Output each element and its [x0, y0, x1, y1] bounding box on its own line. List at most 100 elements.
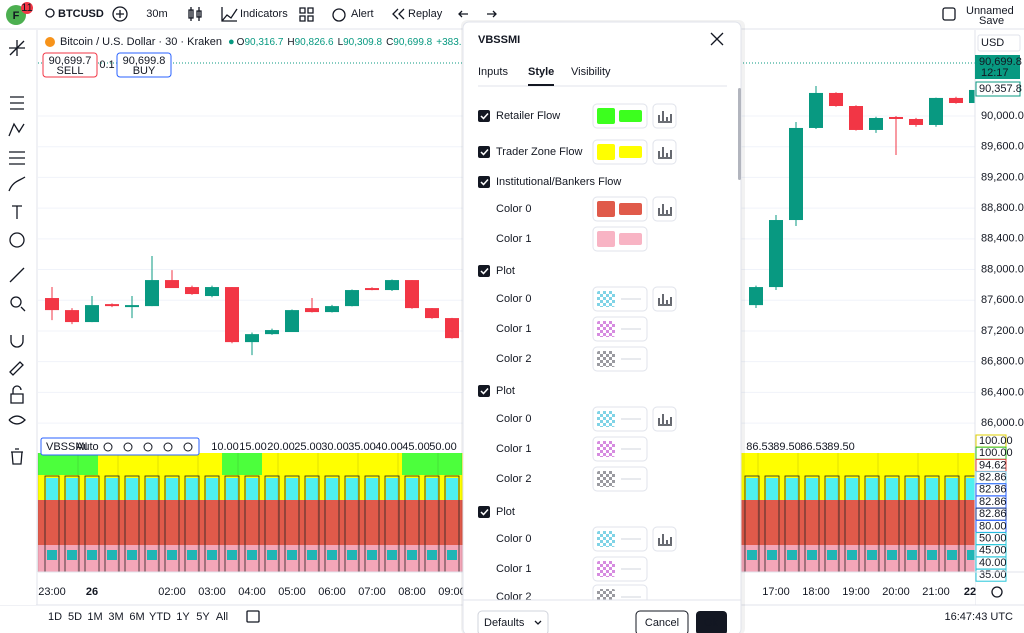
indicator-button[interactable]	[123, 442, 133, 452]
row-label: Institutional/Bankers Flow	[496, 176, 621, 188]
indicator-scale-label: 89.50	[827, 441, 855, 453]
chart-type-icon[interactable]	[188, 7, 202, 21]
indicator-cell	[106, 478, 118, 500]
ok-button[interactable]	[696, 611, 727, 633]
interval[interactable]: 30m	[146, 8, 167, 20]
indicators[interactable]: Indicators	[240, 8, 288, 20]
plot-style-button[interactable]	[652, 103, 677, 129]
layout-checkbox[interactable]	[942, 7, 956, 21]
brush-tool[interactable]	[8, 176, 26, 192]
indicator-mode: Auto	[76, 441, 99, 453]
tab[interactable]: Visibility	[571, 66, 611, 78]
pattern-tool[interactable]	[8, 122, 25, 137]
checkbox[interactable]	[478, 506, 490, 518]
close-button[interactable]	[710, 32, 724, 46]
checkbox[interactable]	[478, 146, 490, 158]
ohlc-key: H	[287, 37, 294, 48]
ruler-tool[interactable]	[9, 267, 25, 283]
indicator-cell	[47, 550, 57, 560]
indicator-cell	[66, 478, 78, 500]
plot-style-button[interactable]	[652, 526, 677, 552]
alert[interactable]: Alert	[351, 8, 374, 20]
trend-line-tool[interactable]	[9, 40, 25, 56]
calendar-icon[interactable]	[246, 610, 260, 623]
lock-tool[interactable]	[10, 385, 24, 404]
range-button[interactable]: All	[216, 611, 228, 623]
currency-box[interactable]	[977, 34, 1021, 52]
cancel-button[interactable]	[635, 610, 689, 633]
indicator-button[interactable]	[143, 442, 153, 452]
defaults: Defaults	[484, 617, 525, 629]
tab[interactable]: Inputs	[478, 66, 508, 78]
indicator-cell	[86, 478, 98, 500]
badge	[21, 2, 33, 14]
plot-style-button[interactable]	[652, 286, 677, 312]
row-label: Color 0	[496, 413, 531, 425]
candle-body	[185, 287, 199, 295]
indicator-cell	[227, 550, 237, 560]
x-tick-label: 18:00	[802, 586, 830, 598]
sell-button[interactable]	[42, 52, 98, 78]
undo-icon[interactable]	[458, 10, 468, 18]
range-button[interactable]: 1D	[48, 611, 62, 623]
candle-body	[145, 280, 159, 307]
dialog-title: VBSSMI	[478, 34, 520, 46]
buy-button[interactable]	[116, 52, 172, 78]
avatar[interactable]	[6, 5, 26, 25]
row-label: Color 0	[496, 203, 531, 215]
emoji-tool[interactable]	[9, 232, 25, 248]
text-tool[interactable]	[12, 205, 22, 219]
fib-tool[interactable]	[10, 96, 24, 110]
symbol[interactable]: BTCUSD	[58, 8, 104, 20]
indicator-cell	[287, 550, 297, 560]
layout-name[interactable]: Unnamed	[966, 5, 1014, 17]
range-button[interactable]: 1Y	[176, 611, 190, 623]
row-label: Color 0	[496, 533, 531, 545]
indicator-cell	[246, 478, 258, 500]
range-button[interactable]: 3M	[108, 611, 123, 623]
redo-icon[interactable]	[487, 10, 497, 18]
axis-settings[interactable]	[991, 586, 1003, 598]
candle-body	[305, 308, 319, 313]
tab[interactable]: Style	[528, 66, 554, 78]
defaults-button[interactable]	[477, 610, 549, 633]
indicator-axis-label: 45.00	[979, 545, 1007, 557]
range-button[interactable]: 5Y	[196, 611, 210, 623]
range-button[interactable]: 6M	[129, 611, 144, 623]
plot-style-button[interactable]	[652, 406, 677, 432]
save[interactable]: Save	[979, 15, 1004, 27]
checkbox[interactable]	[478, 110, 490, 122]
indicator-button[interactable]	[183, 442, 193, 452]
range-button[interactable]: YTD	[149, 611, 171, 623]
range-button[interactable]: 5D	[68, 611, 82, 623]
row-label: Color 2	[496, 353, 531, 365]
eye-tool[interactable]	[8, 415, 26, 425]
color-swatch	[619, 233, 642, 245]
range-button[interactable]: 1M	[87, 611, 102, 623]
color-swatch	[597, 531, 615, 547]
compare-icon[interactable]	[112, 6, 128, 22]
magnet-tool[interactable]	[10, 335, 24, 348]
indicator-button[interactable]	[103, 442, 113, 452]
plot-style-icon	[658, 204, 672, 216]
templates-icon[interactable]	[299, 7, 314, 22]
zoom-tool[interactable]	[10, 296, 26, 312]
checkbox[interactable]	[478, 176, 490, 188]
candle-body	[245, 334, 259, 343]
indicator-cell	[787, 550, 797, 560]
prediction-tool[interactable]	[9, 151, 25, 165]
color-swatch	[597, 441, 615, 457]
lock-drawing-tool[interactable]	[9, 361, 24, 376]
indicator-cell	[306, 478, 318, 500]
checkbox[interactable]	[478, 385, 490, 397]
trash-tool[interactable]	[11, 448, 23, 465]
plot-style-button[interactable]	[652, 139, 677, 165]
plot-style-button[interactable]	[652, 196, 677, 222]
candle-body	[105, 304, 119, 307]
indicator-button[interactable]	[163, 442, 173, 452]
candle-body	[949, 97, 963, 104]
badge-count: 11	[21, 2, 32, 14]
replay[interactable]: Replay	[408, 8, 443, 20]
legend-title: Bitcoin / U.S. Dollar · 30 · Kraken	[60, 36, 222, 48]
checkbox[interactable]	[478, 265, 490, 277]
